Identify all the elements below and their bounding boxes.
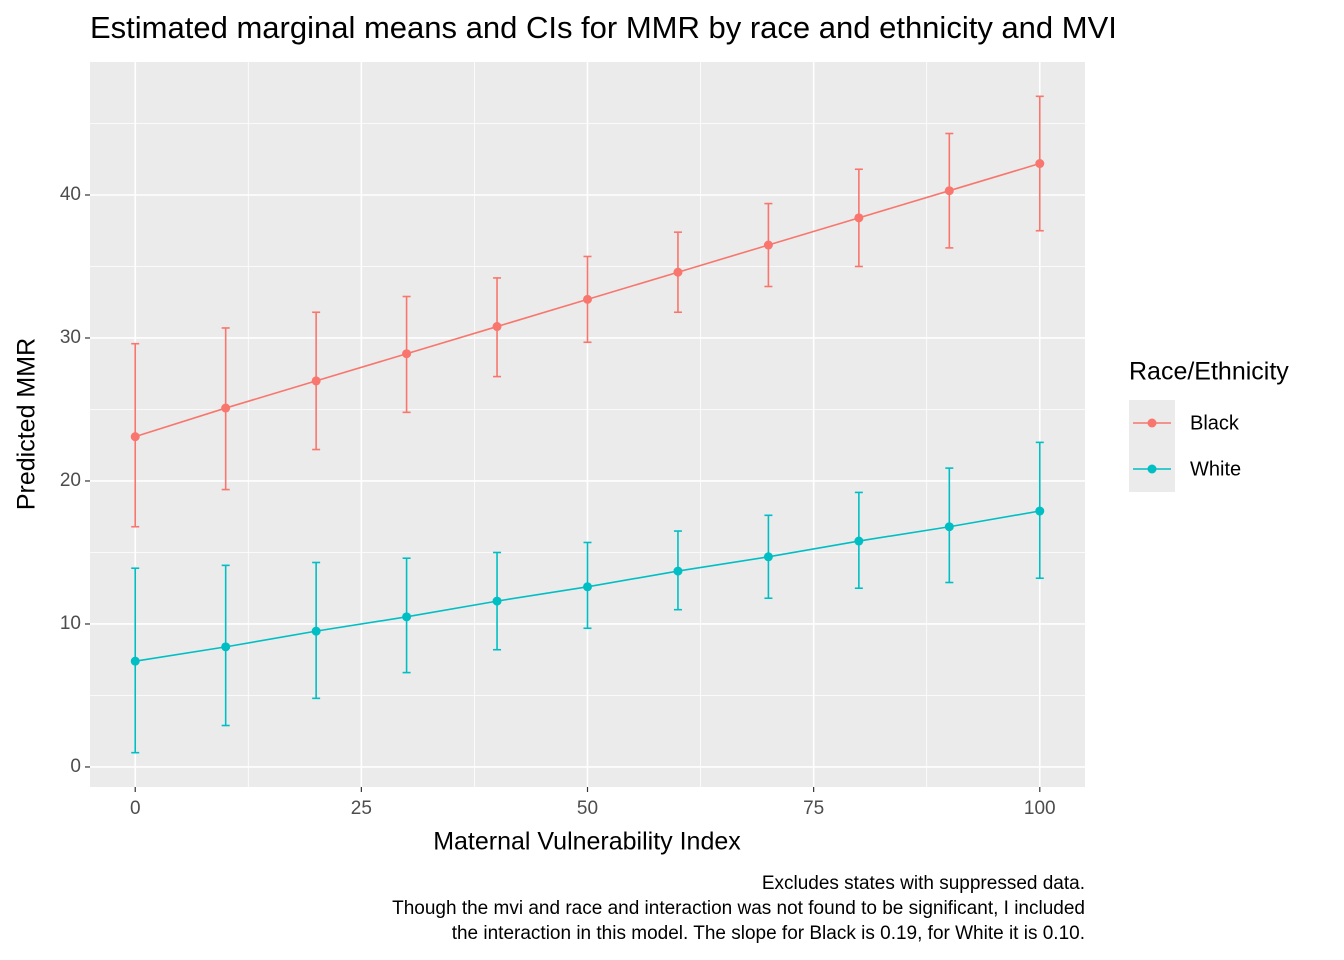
y-axis-title: Predicted MMR — [13, 338, 41, 510]
x-tick-label: 100 — [1024, 798, 1056, 819]
point — [402, 612, 412, 622]
point — [221, 642, 231, 652]
point — [311, 626, 321, 636]
legend-label: Black — [1190, 412, 1240, 434]
point — [583, 582, 592, 592]
caption: Excludes states with suppressed data. — [762, 873, 1085, 894]
point — [854, 213, 864, 223]
point — [944, 186, 954, 196]
point — [1035, 159, 1045, 169]
x-tick-label: 25 — [351, 798, 372, 819]
caption: Though the mvi and race and interaction … — [392, 898, 1085, 919]
marks — [130, 95, 1045, 754]
point — [944, 522, 954, 532]
legend-title: Race/Ethnicity — [1129, 358, 1289, 386]
point — [311, 376, 321, 386]
y-tick-label: 20 — [60, 470, 81, 491]
point — [763, 240, 773, 250]
y-tick-label: 40 — [60, 184, 81, 205]
legend-point — [1147, 464, 1157, 474]
point — [130, 432, 140, 442]
chart-title: Estimated marginal means and CIs for MMR… — [90, 10, 1117, 45]
y-tick-label: 30 — [60, 327, 81, 348]
x-tick-label: 0 — [130, 798, 141, 819]
x-tick-label: 75 — [803, 798, 824, 819]
y-tick-label: 0 — [70, 756, 81, 777]
point — [673, 267, 683, 277]
point — [763, 552, 773, 562]
legend-label: White — [1190, 458, 1241, 480]
point — [492, 596, 502, 606]
point — [402, 349, 412, 359]
legend-point — [1147, 418, 1157, 428]
point — [492, 322, 502, 332]
x-axis-title: Maternal Vulnerability Index — [433, 828, 741, 856]
x-tick-label: 50 — [577, 798, 598, 819]
y-tick-label: 10 — [60, 613, 81, 634]
point — [583, 294, 592, 304]
point — [673, 566, 683, 576]
caption: the interaction in this model. The slope… — [452, 923, 1085, 944]
point — [221, 403, 231, 413]
point — [854, 536, 864, 546]
point — [130, 656, 140, 666]
point — [1035, 506, 1045, 516]
